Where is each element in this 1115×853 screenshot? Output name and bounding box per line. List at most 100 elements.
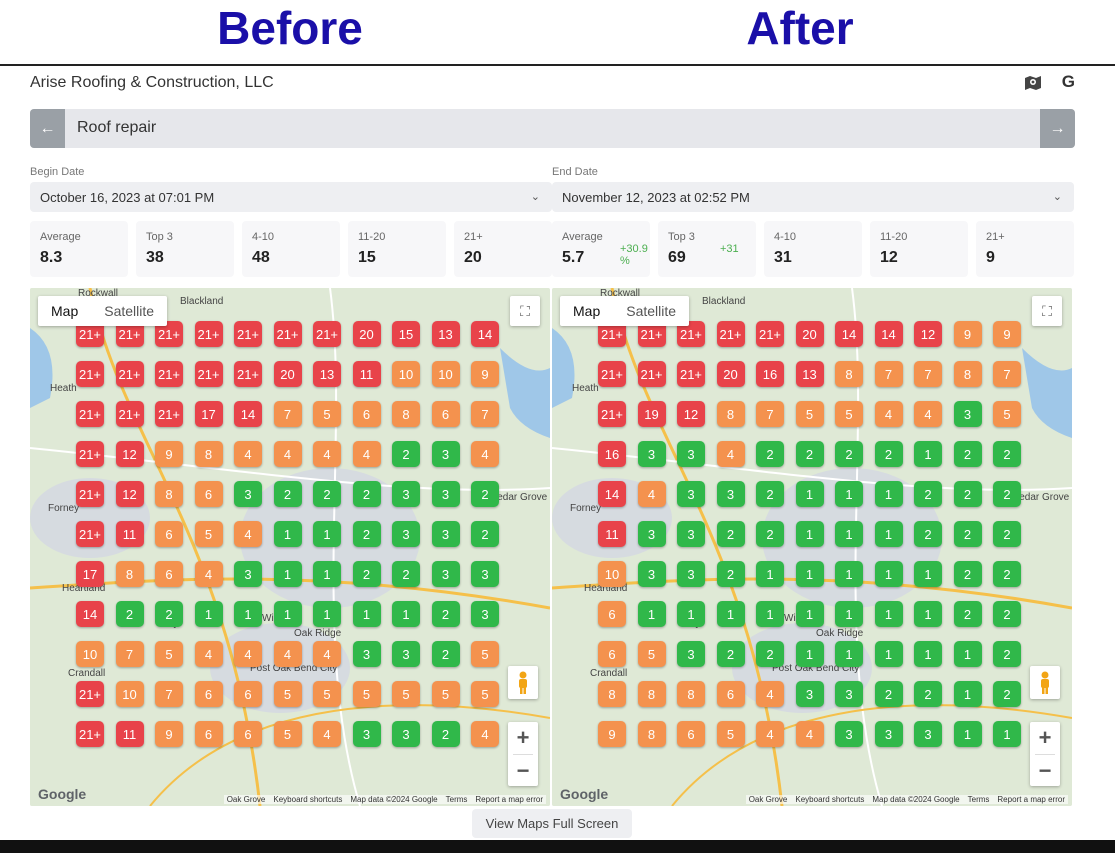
rank-marker[interactable]: 10: [115, 681, 144, 707]
rank-marker[interactable]: 21+: [76, 401, 104, 427]
rank-marker[interactable]: 2: [756, 521, 784, 547]
rank-marker[interactable]: 3: [716, 481, 745, 507]
zoom-out-button[interactable]: −: [1038, 758, 1052, 783]
rank-marker[interactable]: 1: [795, 481, 824, 507]
rank-marker[interactable]: 1: [637, 601, 666, 627]
rank-marker[interactable]: 6: [677, 721, 705, 747]
rank-marker[interactable]: 10: [76, 641, 104, 667]
rank-marker[interactable]: 3: [234, 481, 262, 507]
rank-marker[interactable]: 2: [115, 601, 144, 627]
rank-marker[interactable]: 1: [914, 561, 942, 587]
rank-marker[interactable]: 7: [115, 641, 144, 667]
rank-marker[interactable]: 3: [234, 561, 262, 587]
rank-marker[interactable]: 7: [273, 401, 302, 427]
rank-marker[interactable]: 2: [273, 481, 302, 507]
rank-marker[interactable]: 3: [677, 521, 705, 547]
rank-marker[interactable]: 1: [313, 561, 341, 587]
rank-marker[interactable]: 21+: [598, 401, 626, 427]
rank-marker[interactable]: 1: [874, 561, 903, 587]
rank-marker[interactable]: 10: [392, 361, 420, 387]
rank-marker[interactable]: 5: [313, 401, 341, 427]
rank-marker[interactable]: 5: [194, 521, 223, 547]
rank-marker[interactable]: 2: [716, 561, 745, 587]
google-icon[interactable]: G: [1061, 72, 1075, 91]
rank-marker[interactable]: 2: [471, 521, 499, 547]
rank-marker[interactable]: 3: [835, 721, 863, 747]
rank-marker[interactable]: 8: [677, 681, 705, 707]
rank-marker[interactable]: 7: [155, 681, 183, 707]
rank-marker[interactable]: 4: [194, 561, 223, 587]
rank-marker[interactable]: 6: [352, 401, 381, 427]
rank-marker[interactable]: 21+: [155, 361, 183, 387]
rank-marker[interactable]: 3: [471, 601, 499, 627]
rank-marker[interactable]: 1: [313, 521, 341, 547]
rank-marker[interactable]: 8: [637, 681, 666, 707]
rank-marker[interactable]: 1: [993, 721, 1021, 747]
rank-marker[interactable]: 1: [273, 521, 302, 547]
zoom-in-button[interactable]: +: [1038, 725, 1052, 750]
rank-marker[interactable]: 4: [874, 401, 903, 427]
rank-marker[interactable]: 21+: [115, 361, 144, 387]
rank-marker[interactable]: 2: [874, 681, 903, 707]
rank-marker[interactable]: 16: [598, 441, 626, 467]
rank-marker[interactable]: 17: [76, 561, 104, 587]
rank-marker[interactable]: 4: [313, 721, 341, 747]
rank-marker[interactable]: 21+: [76, 721, 104, 747]
rank-marker[interactable]: 9: [598, 721, 626, 747]
rank-marker[interactable]: 3: [874, 721, 903, 747]
rank-marker[interactable]: 3: [392, 481, 420, 507]
rank-marker[interactable]: 6: [155, 521, 183, 547]
rank-marker[interactable]: 3: [914, 721, 942, 747]
rank-marker[interactable]: 1: [392, 601, 420, 627]
rank-marker[interactable]: 2: [431, 721, 460, 747]
rank-marker[interactable]: 2: [716, 521, 745, 547]
rank-marker[interactable]: 21+: [76, 521, 104, 547]
rank-marker[interactable]: 4: [194, 641, 223, 667]
rank-marker[interactable]: 4: [756, 681, 784, 707]
rank-marker[interactable]: 1: [874, 521, 903, 547]
rank-marker[interactable]: 5: [637, 641, 666, 667]
rank-marker[interactable]: 21+: [598, 361, 626, 387]
rank-marker[interactable]: 1: [795, 521, 824, 547]
rank-marker[interactable]: 2: [993, 521, 1021, 547]
rank-marker[interactable]: 1: [795, 601, 824, 627]
rank-marker[interactable]: 16: [756, 361, 784, 387]
rank-marker[interactable]: 3: [431, 441, 460, 467]
rank-marker[interactable]: 14: [598, 481, 626, 507]
attribution-link[interactable]: Report a map error: [997, 795, 1065, 804]
rank-marker[interactable]: 21+: [194, 361, 223, 387]
rank-marker[interactable]: 5: [392, 681, 420, 707]
rank-marker[interactable]: 6: [194, 681, 223, 707]
rank-marker[interactable]: 1: [677, 601, 705, 627]
rank-marker[interactable]: 1: [756, 601, 784, 627]
rank-marker[interactable]: 10: [431, 361, 460, 387]
rank-marker[interactable]: 2: [352, 561, 381, 587]
rank-marker[interactable]: 20: [352, 321, 381, 347]
rank-marker[interactable]: 2: [993, 561, 1021, 587]
rank-marker[interactable]: 21+: [716, 321, 745, 347]
rank-marker[interactable]: 1: [795, 561, 824, 587]
rank-marker[interactable]: 3: [392, 521, 420, 547]
rank-marker[interactable]: 3: [835, 681, 863, 707]
rank-marker[interactable]: 5: [471, 641, 499, 667]
rank-marker[interactable]: 2: [953, 441, 982, 467]
rank-marker[interactable]: 1: [352, 601, 381, 627]
rank-marker[interactable]: 21+: [76, 361, 104, 387]
rank-marker[interactable]: 6: [234, 721, 262, 747]
rank-marker[interactable]: 1: [835, 641, 863, 667]
rank-marker[interactable]: 2: [953, 481, 982, 507]
previous-keyword-button[interactable]: ←: [30, 109, 65, 148]
rank-marker[interactable]: 2: [993, 681, 1021, 707]
rank-marker[interactable]: 1: [914, 441, 942, 467]
rank-marker[interactable]: 3: [431, 481, 460, 507]
rank-marker[interactable]: 6: [234, 681, 262, 707]
rank-marker[interactable]: 7: [914, 361, 942, 387]
rank-marker[interactable]: 2: [953, 521, 982, 547]
rank-marker[interactable]: 2: [914, 481, 942, 507]
rank-marker[interactable]: 2: [795, 441, 824, 467]
rank-marker[interactable]: 1: [914, 601, 942, 627]
rank-marker[interactable]: 2: [716, 641, 745, 667]
rank-marker[interactable]: 21+: [756, 321, 784, 347]
attribution-link[interactable]: Terms: [967, 795, 990, 804]
rank-marker[interactable]: 8: [637, 721, 666, 747]
